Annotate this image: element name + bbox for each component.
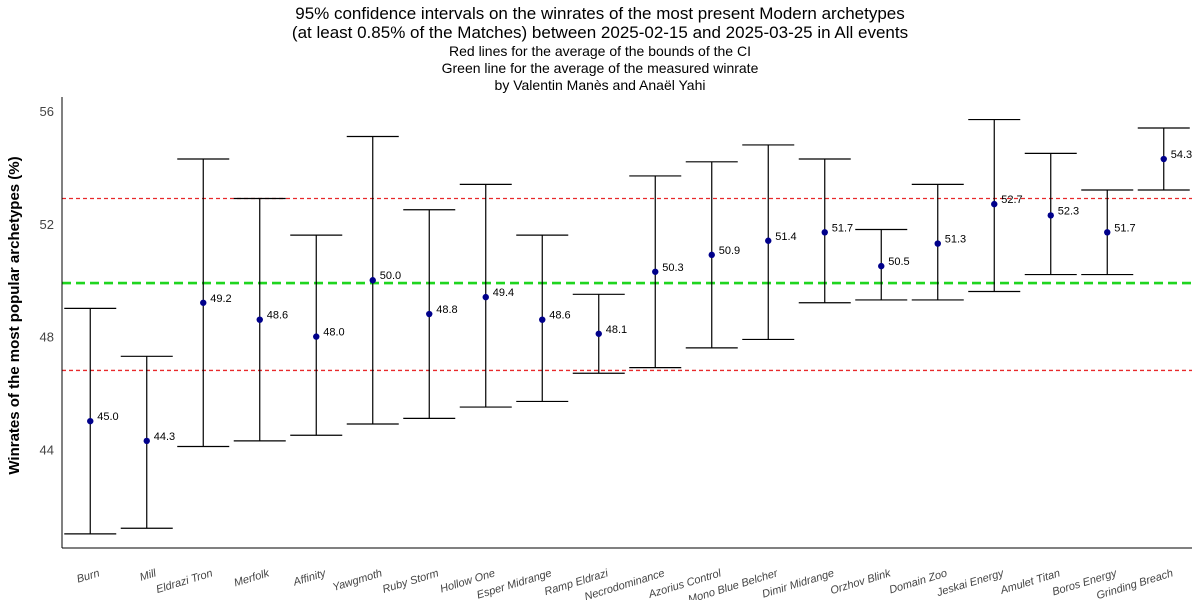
x-tick-label: Ruby Storm [381,567,440,595]
winrate-point [313,333,320,340]
y-tick-label: 52 [40,217,54,232]
chart-subtitle-line: by Valentin Manès and Anaël Yahi [495,77,706,93]
winrate-point [1047,212,1054,219]
winrate-label: 51.7 [1114,222,1135,234]
winrate-label: 52.3 [1058,205,1079,217]
data-points [87,155,1167,445]
x-tick-label: Burn [75,567,101,585]
y-axis-label: Winrates of the most popular archetypes … [6,156,23,474]
winrate-point [539,316,546,323]
winrate-label: 50.0 [380,270,401,282]
winrate-label: 49.2 [210,293,231,305]
winrate-label: 49.4 [493,287,514,299]
winrate-point [256,316,263,323]
winrate-label: 48.6 [549,310,570,322]
winrate-label: 44.3 [154,431,175,443]
chart-titles: 95% confidence intervals on the winrates… [292,4,908,93]
x-tick-label: Eldrazi Tron [155,567,214,596]
axes: 44 48 52 56 Winrates of the most popular arc… [6,97,1192,549]
y-tick-label: 44 [40,442,54,457]
x-tick-label: Orzhov Blink [829,567,893,597]
x-tick-label: Yawgmoth [331,567,383,593]
chart-title-line: 95% confidence intervals on the winrates… [295,4,905,23]
winrate-label: 50.5 [888,256,909,268]
winrate-point [934,240,941,247]
winrate-point [652,268,659,275]
winrate-point [1104,229,1111,236]
winrate-point [200,299,207,306]
winrate-point [143,437,150,445]
winrate-label: 48.8 [436,304,457,316]
winrate-label: 51.3 [945,234,966,246]
winrate-label: 48.0 [323,327,344,339]
winrate-point [426,310,433,318]
winrate-label: 50.3 [662,262,683,274]
chart-title-line: (at least 0.85% of the Matches) between … [292,23,908,42]
winrate-label: 48.1 [606,324,627,336]
winrate-point [1160,155,1167,163]
x-tick-label: Merfolk [233,567,271,589]
chart-subtitle-line: Green line for the average of the measur… [442,60,759,76]
chart-subtitle-line: Red lines for the average of the bounds … [449,43,751,59]
winrate-label: 45.0 [97,411,118,423]
y-tick-label: 48 [40,330,54,345]
winrate-point [369,277,376,284]
reference-lines [62,197,1192,372]
winrate-point [482,293,489,301]
y-tick-label: 56 [40,104,54,119]
x-tick-label: Mill [138,567,158,583]
winrate-point [765,237,772,244]
winrate-point [595,330,602,337]
winrate-point [87,417,94,425]
winrate-point [708,251,715,259]
winrate-label: 52.7 [1001,194,1022,206]
winrate-label: 51.4 [775,231,796,243]
winrate-point [878,262,885,270]
winrate-label: 51.7 [832,222,853,234]
winrate-label: 48.6 [267,310,288,322]
winrate-point [821,229,828,236]
winrate-label: 54.3 [1171,149,1192,161]
winrate-point [991,200,998,208]
x-tick-label: Affinity [291,567,328,589]
data-labels: 45.0 44.3 49.2 48.6 48.0 50.0 48.8 49.4 48.6 48.1… [97,149,1192,443]
winrate-label: 50.9 [719,245,740,257]
